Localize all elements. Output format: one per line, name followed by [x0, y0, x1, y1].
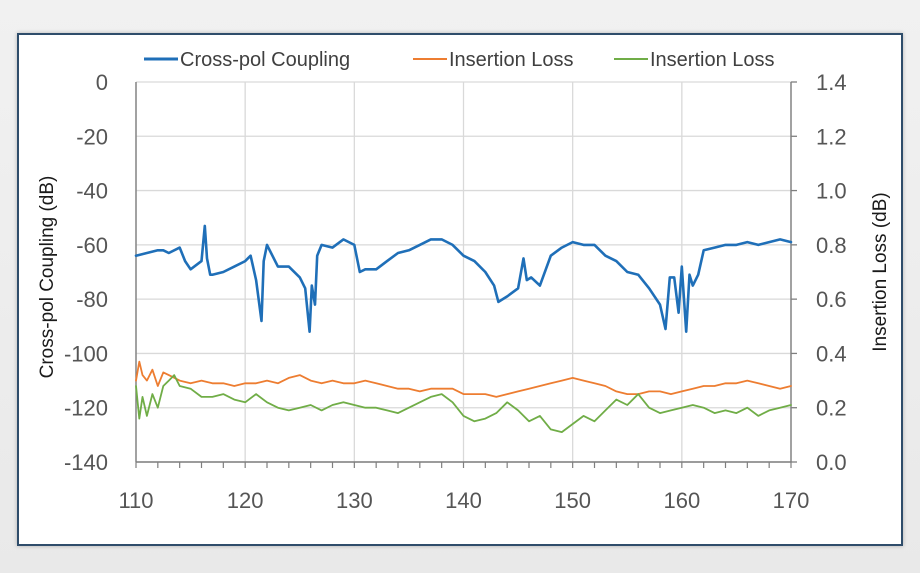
y-right-tick-label: 1.4: [816, 70, 847, 95]
y-left-tick-label: -100: [64, 341, 108, 366]
y-right-tick-label: 0.4: [816, 341, 847, 366]
y-axis-left-label: Cross-pol Coupling (dB): [37, 176, 58, 379]
y-left-tick-label: -80: [76, 287, 108, 312]
y-right-tick-label: 1.2: [816, 124, 847, 149]
chart-svg: 110 120 130 140 150 160 170 0 -20 -40 -60 -80 -100 -1…: [37, 49, 891, 513]
y-right-tick-label: 0.2: [816, 396, 847, 421]
y-left-tick-label: -140: [64, 450, 108, 475]
y-right-tick-label: 0.0: [816, 450, 847, 475]
x-tick-label: 110: [118, 488, 153, 513]
x-tick-label: 160: [663, 488, 700, 513]
legend-label-2: Insertion Loss: [449, 49, 574, 71]
tick-labels: 110 120 130 140 150 160 170 0 -20 -40 -60 -80 -100 -1…: [64, 70, 847, 513]
x-tick-label: 130: [336, 488, 373, 513]
axes: [135, 81, 797, 468]
x-tick-label: 140: [445, 488, 482, 513]
y-axis-right-label: Insertion Loss (dB): [870, 192, 891, 351]
y-left-tick-label: 0: [96, 70, 108, 95]
y-right-tick-label: 0.6: [816, 287, 847, 312]
x-tick-label: 120: [227, 488, 264, 513]
x-tick-label: 150: [554, 488, 591, 513]
y-left-tick-label: -60: [76, 233, 108, 258]
y-left-tick-label: -20: [76, 124, 108, 149]
series-layer: [134, 224, 793, 434]
series-line-3: [135, 374, 792, 434]
series-line-1: [134, 224, 793, 334]
y-right-tick-label: 1.0: [816, 179, 847, 204]
y-left-tick-label: -40: [76, 179, 108, 204]
legend: Cross-pol Coupling Insertion Loss Insertio…: [144, 49, 775, 71]
chart-frame: 110 120 130 140 150 160 170 0 -20 -40 -60 -80 -100 -1…: [17, 33, 903, 546]
legend-label-3: Insertion Loss: [650, 49, 775, 71]
y-right-tick-label: 0.8: [816, 233, 847, 258]
legend-label-1: Cross-pol Coupling: [180, 49, 350, 71]
y-left-tick-label: -120: [64, 396, 108, 421]
x-tick-label: 170: [773, 488, 810, 513]
series-line-2: [135, 360, 792, 398]
